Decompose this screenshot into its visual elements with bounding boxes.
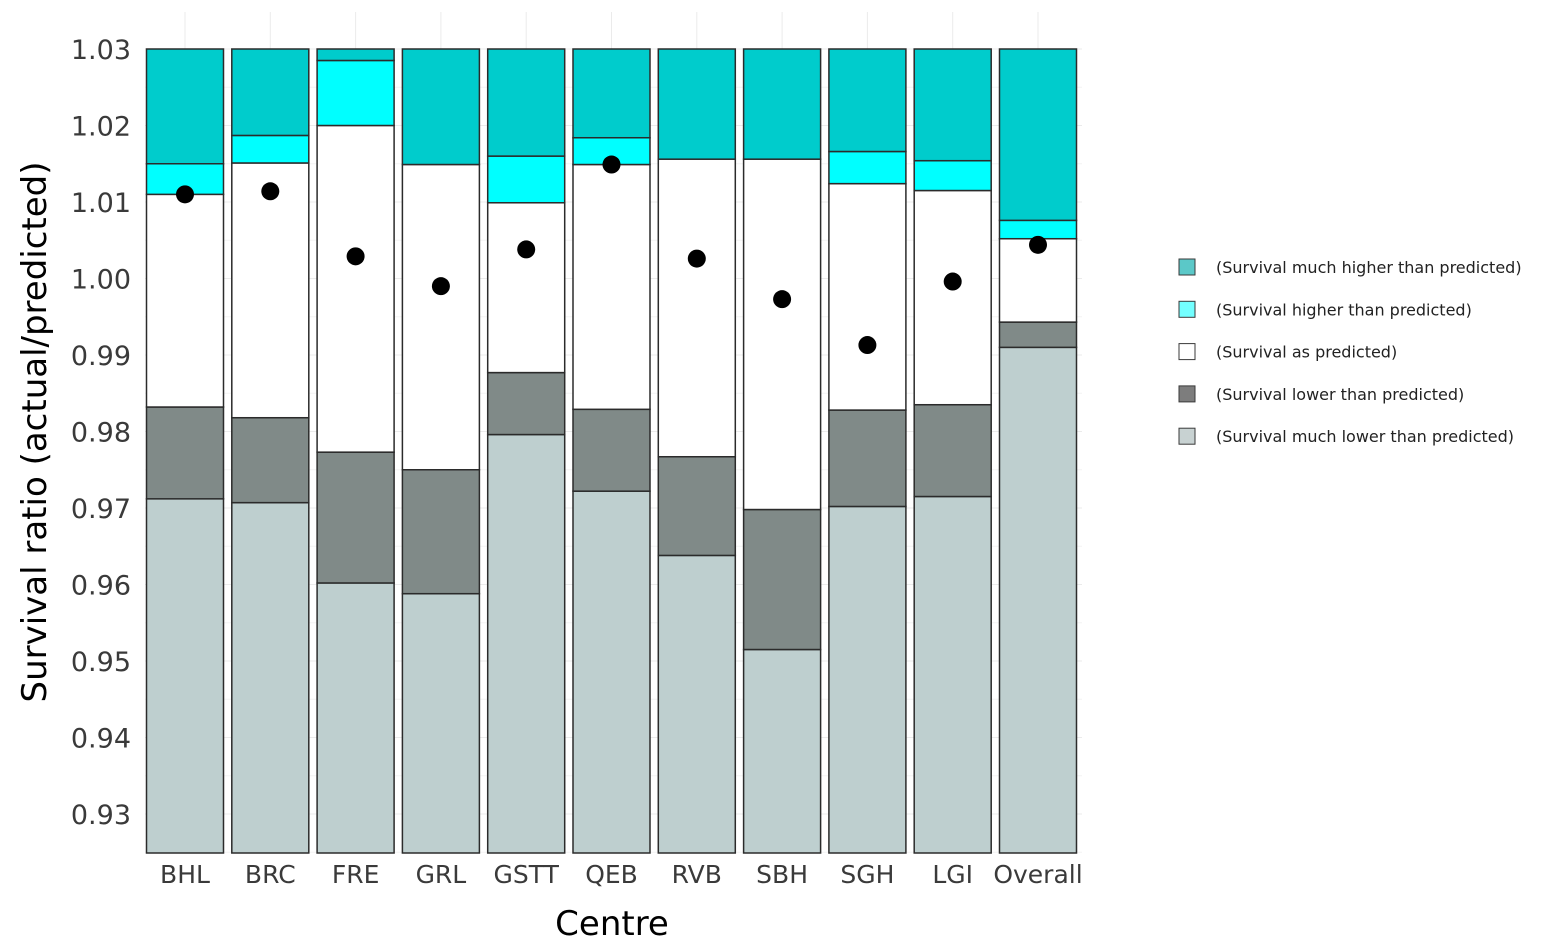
bar-segment-as-predicted [913, 189, 992, 406]
bar-segment-lower [486, 371, 566, 436]
x-tick-label: GRL [416, 860, 467, 889]
bar-segment-much-lower [486, 433, 566, 854]
ratio-point [517, 240, 536, 259]
ratio-point [431, 277, 450, 296]
x-tick-label: RVB [672, 860, 722, 889]
y-tick-label: 1.02 [71, 112, 131, 143]
y-tick-label: 1.00 [71, 265, 131, 296]
legend-label: (Survival much higher than predicted) [1216, 258, 1522, 277]
legend-swatch [1178, 427, 1196, 445]
bar-segment-much-lower [572, 490, 651, 854]
legend-label: (Survival lower than predicted) [1216, 385, 1464, 404]
bar-segment-much-higher [828, 48, 907, 153]
bar-segment-as-predicted [657, 158, 737, 458]
bar-segment-lower [913, 403, 992, 498]
bar-segment-much-lower [231, 501, 310, 854]
y-tick-label: 0.98 [71, 418, 131, 449]
legend-swatch [1178, 258, 1196, 276]
legend-label: (Survival as predicted) [1216, 343, 1397, 362]
bar-segment-as-predicted [316, 124, 395, 453]
bar-segment-much-higher [486, 48, 566, 157]
bar-segment-higher [828, 150, 907, 185]
bar-segment-as-predicted [828, 182, 907, 411]
y-tick-label: 0.97 [71, 494, 131, 525]
bar-segment-much-lower [316, 582, 395, 854]
x-tick-label: QEB [585, 860, 638, 889]
bar-segment-lower [742, 508, 822, 651]
y-tick-label: 0.94 [71, 724, 131, 755]
x-tick-label: FRE [332, 860, 380, 889]
bar-segment-much-lower [657, 554, 737, 854]
bar-segment-as-predicted [231, 162, 310, 419]
bar-segment-higher [486, 155, 566, 204]
bar-segment-lower [828, 409, 907, 508]
x-tick-label: BRC [245, 860, 296, 889]
ratio-point [261, 182, 280, 201]
ratio-point [943, 272, 962, 291]
bar-segment-lower [657, 455, 737, 557]
bar-segment-much-higher [657, 48, 737, 160]
legend: (Survival much higher than predicted) (Su… [1178, 258, 1522, 446]
bar-segment-higher [316, 59, 395, 127]
bar-segment-lower [998, 321, 1078, 349]
stacked-bars [145, 48, 1078, 854]
y-axis-ticks: 0.93 0.94 0.95 0.96 0.97 0.98 0.99 1.00 1.01 1.02… [71, 35, 131, 831]
bar-segment-much-higher [572, 48, 651, 139]
bar-segment-as-predicted [572, 163, 651, 411]
legend-swatch [1178, 343, 1196, 361]
bar-segment-as-predicted [742, 158, 822, 511]
bar-segment-much-higher [998, 48, 1078, 222]
legend-label: (Survival higher than predicted) [1216, 300, 1472, 319]
y-tick-label: 0.95 [71, 647, 131, 678]
bar-segment-much-higher [401, 48, 481, 166]
bar-segment-higher [231, 134, 310, 164]
x-tick-label: LGI [932, 860, 973, 889]
bar-segment-much-higher [316, 48, 395, 62]
bar-segment-as-predicted [401, 163, 481, 471]
bar-segment-much-higher [742, 48, 822, 160]
x-tick-label: SBH [756, 860, 808, 889]
bar-segment-as-predicted [486, 202, 566, 374]
y-tick-label: 0.93 [71, 800, 131, 831]
bar-segment-much-higher [231, 48, 310, 137]
y-tick-label: 0.96 [71, 571, 131, 602]
bar-segment-much-higher [913, 48, 992, 162]
ratio-point [346, 247, 365, 266]
legend-swatch [1178, 300, 1196, 318]
legend-label: (Survival much lower than predicted) [1216, 427, 1514, 446]
bar-segment-much-higher [145, 48, 225, 165]
y-tick-label: 1.03 [71, 35, 131, 66]
bar-segment-much-lower [145, 498, 225, 854]
y-tick-label: 1.01 [71, 188, 131, 219]
ratio-point [602, 155, 621, 174]
bar-segment-much-lower [401, 592, 481, 854]
bar-segment-much-lower [998, 346, 1078, 854]
bar-segment-much-lower [742, 648, 822, 854]
x-axis-title: Centre [555, 904, 669, 938]
ratio-points [176, 155, 1047, 355]
y-tick-label: 0.99 [71, 341, 131, 372]
legend-swatch [1178, 385, 1196, 403]
bar-segment-lower [145, 406, 225, 500]
x-tick-label: BHL [160, 860, 210, 889]
ratio-point [176, 185, 194, 204]
y-axis-title: Survival ratio (actual/predicted) [15, 161, 55, 702]
bar-segment-lower [231, 416, 310, 504]
ratio-point [687, 249, 706, 268]
x-tick-label: SGH [840, 860, 894, 889]
x-tick-label: GSTT [494, 860, 560, 889]
bar-segment-much-lower [828, 505, 907, 854]
ratio-point [1029, 235, 1047, 254]
bar-segment-lower [401, 469, 481, 595]
x-tick-label: Overall [993, 860, 1082, 889]
bar-segment-lower [572, 408, 651, 492]
bar-segment-higher [913, 159, 992, 192]
bar-segment-much-lower [913, 495, 992, 854]
bar-segment-lower [316, 451, 395, 584]
ratio-point [858, 336, 877, 355]
x-axis-ticks: BHL BRC FRE GRL GSTT QEB RVB SBH SGH LGI Overall [160, 860, 1083, 889]
bar-segment-as-predicted [145, 193, 225, 408]
ratio-point [773, 290, 792, 309]
